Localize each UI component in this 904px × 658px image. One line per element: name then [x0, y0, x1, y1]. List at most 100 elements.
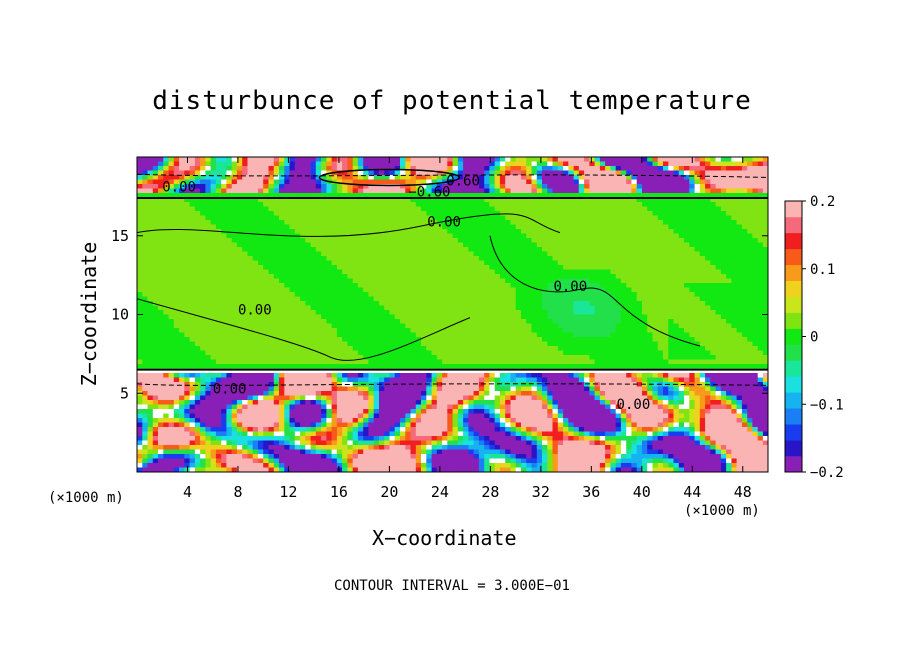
heatmap-cell [605, 265, 611, 270]
heatmap-cell [647, 197, 653, 203]
heatmap-cell [620, 157, 627, 162]
heatmap-cell [305, 328, 311, 333]
heatmap-cell [636, 238, 643, 243]
heatmap-cell [205, 337, 212, 342]
heatmap-cell [647, 269, 653, 275]
heatmap-cell [710, 278, 716, 284]
heatmap-cell [315, 269, 322, 275]
heatmap-cell [657, 184, 664, 189]
heatmap-cell [594, 247, 601, 252]
heatmap-cell [521, 251, 527, 257]
heatmap-cell [194, 251, 201, 257]
heatmap-cell [336, 175, 343, 180]
heatmap-cell [258, 283, 264, 288]
heatmap-cell [147, 274, 154, 279]
heatmap-cell [741, 202, 748, 207]
heatmap-cell [510, 287, 517, 293]
heatmap-cell [499, 175, 506, 180]
heatmap-cell [342, 184, 348, 189]
heatmap-cell [720, 310, 727, 315]
heatmap-cell [263, 310, 269, 315]
heatmap-cell [599, 292, 606, 297]
heatmap-cell [757, 314, 764, 320]
heatmap-cell [615, 166, 622, 171]
heatmap-cell [694, 269, 701, 275]
heatmap-cell [594, 265, 601, 270]
heatmap-cell [499, 323, 506, 329]
heatmap-cell [747, 175, 753, 180]
heatmap-cell [642, 238, 648, 243]
heatmap-cell [642, 220, 648, 225]
heatmap-cell [326, 215, 333, 221]
heatmap-cell [368, 265, 375, 270]
heatmap-cell [247, 157, 254, 162]
heatmap-cell [731, 305, 738, 311]
heatmap-cell [405, 157, 411, 162]
heatmap-cell [179, 328, 185, 333]
heatmap-cell [478, 188, 485, 194]
heatmap-cell [484, 310, 490, 315]
heatmap-cell [400, 233, 406, 239]
heatmap-cell [610, 247, 617, 252]
heatmap-cell [636, 332, 643, 338]
heatmap-cell [563, 211, 569, 216]
heatmap-cell [447, 274, 453, 279]
heatmap-cell [452, 211, 459, 216]
heatmap-cell [515, 233, 522, 239]
heatmap-cell [478, 323, 485, 329]
heatmap-cell [405, 184, 411, 189]
heatmap-cell [379, 256, 385, 261]
heatmap-cell [415, 233, 422, 239]
heatmap-cell [400, 314, 406, 320]
heatmap-cell [521, 157, 527, 162]
heatmap-cell [431, 319, 438, 324]
heatmap-cell [584, 260, 590, 266]
heatmap-cell [631, 305, 638, 311]
heatmap-cell [368, 175, 375, 180]
heatmap-cell [379, 215, 385, 221]
heatmap-cell [705, 265, 711, 270]
heatmap-cell [247, 170, 254, 176]
heatmap-cell [263, 202, 269, 207]
heatmap-cell [184, 193, 190, 198]
heatmap-cell [400, 260, 406, 266]
heatmap-cell [499, 296, 506, 302]
heatmap-cell [689, 269, 695, 275]
heatmap-cell [226, 157, 233, 162]
heatmap-cell [710, 292, 716, 297]
heatmap-cell [315, 274, 322, 279]
heatmap-cell [620, 265, 627, 270]
heatmap-cell [720, 242, 727, 248]
heatmap-cell [315, 337, 322, 342]
heatmap-cell [557, 193, 564, 198]
heatmap-cell [294, 215, 301, 221]
heatmap-cell [463, 197, 469, 203]
heatmap-cell [152, 260, 159, 266]
heatmap-cell [578, 202, 585, 207]
heatmap-cell [752, 265, 759, 270]
heatmap-cell [321, 215, 327, 221]
heatmap-cell [631, 319, 638, 324]
heatmap-cell [489, 260, 496, 266]
heatmap-cell [373, 166, 380, 171]
heatmap-cell [657, 242, 664, 248]
heatmap-cell [752, 211, 759, 216]
heatmap-cell [673, 337, 680, 342]
heatmap-cell [626, 256, 632, 261]
heatmap-cell [357, 301, 364, 306]
heatmap-cell [515, 211, 522, 216]
heatmap-cell [668, 269, 674, 275]
heatmap-cell [173, 175, 180, 180]
heatmap-cell [215, 332, 222, 338]
heatmap-cell [652, 170, 659, 176]
heatmap-cell [526, 305, 532, 311]
heatmap-cell [473, 278, 480, 284]
heatmap-cell [741, 328, 748, 333]
heatmap-cell [342, 260, 348, 266]
heatmap-cell [158, 184, 164, 189]
heatmap-cell [568, 175, 574, 180]
heatmap-cell [610, 274, 617, 279]
heatmap-cell [620, 238, 627, 243]
heatmap-cell [194, 292, 201, 297]
heatmap-cell [705, 305, 711, 311]
